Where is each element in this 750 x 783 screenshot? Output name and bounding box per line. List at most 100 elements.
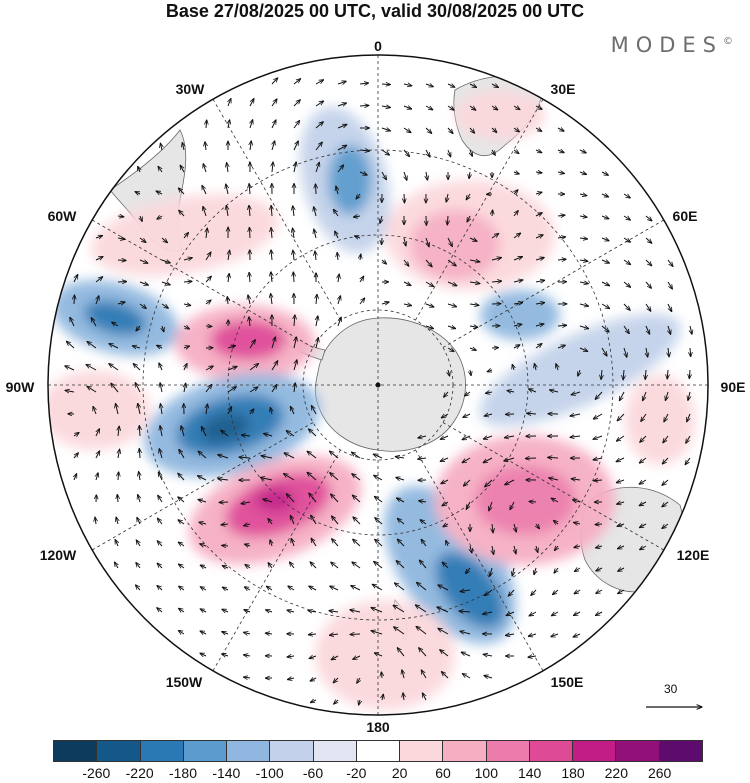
wind-arrow (619, 391, 625, 401)
wind-arrow (404, 171, 407, 180)
wind-arrow (140, 215, 142, 221)
wind-arrow (293, 228, 295, 239)
wind-arrow (395, 457, 405, 459)
wind-arrow (241, 502, 251, 504)
wind-arrow (425, 84, 433, 87)
lon-label-120w: 120W (40, 547, 77, 563)
wind-arrow (316, 316, 318, 327)
wind-arrow (486, 392, 493, 393)
wind-arrow (460, 631, 471, 634)
wind-arrow (508, 589, 515, 596)
wind-arrow (293, 272, 294, 283)
wind-arrow (290, 406, 295, 415)
wind-arrow (446, 541, 448, 547)
wind-arrow (551, 634, 559, 637)
wind-arrow (350, 610, 361, 612)
wind-arrow (360, 276, 364, 283)
wind-arrow (557, 150, 564, 153)
wind-arrow (601, 238, 609, 241)
wind-arrow (579, 238, 588, 239)
wind-arrow (557, 237, 566, 238)
wind-arrow (505, 479, 515, 485)
wind-arrow (178, 631, 185, 635)
wind-arrow (117, 238, 125, 239)
wind-arrow (594, 480, 603, 481)
wind-arrow (534, 364, 536, 371)
wind-arrow (198, 500, 207, 503)
wind-arrow (550, 390, 559, 392)
wind-arrow (579, 348, 588, 351)
wind-arrow (459, 611, 471, 612)
wind-arrow (183, 304, 191, 306)
wind-arrow (221, 524, 229, 525)
wind-arrow (244, 677, 251, 678)
wind-arrow (425, 105, 433, 110)
wind-arrow (484, 414, 493, 416)
wind-arrow (132, 346, 141, 348)
wind-arrow (601, 172, 608, 175)
wind-arrow (375, 539, 383, 547)
wind-arrow (618, 590, 625, 594)
wind-arrow (309, 429, 317, 437)
wind-arrow (182, 143, 184, 151)
wind-arrow (514, 545, 516, 554)
wind-arrow (293, 121, 300, 129)
wind-arrow (333, 677, 339, 683)
wind-arrow (640, 435, 647, 442)
wind-arrow (441, 672, 449, 679)
wind-arrow (535, 172, 542, 173)
wind-arrow (271, 250, 272, 261)
wind-arrow (421, 539, 427, 547)
wind-arrow (200, 653, 207, 656)
wind-arrow (338, 274, 339, 283)
wind-arrow (222, 587, 229, 590)
wind-arrow (158, 166, 162, 173)
wind-arrow (579, 326, 589, 329)
wind-arrow (248, 295, 250, 305)
wind-arrow (266, 610, 273, 612)
wind-arrow (491, 234, 499, 239)
wind-arrow (485, 589, 493, 596)
wind-arrow (447, 304, 457, 307)
wind-arrow (337, 124, 347, 129)
wind-arrow (422, 693, 426, 701)
wind-arrow (535, 213, 542, 216)
wind-arrow (417, 582, 427, 591)
wind-arrow (513, 324, 522, 326)
wind-arrow (162, 325, 164, 332)
wind-arrow (440, 650, 449, 657)
wind-arrow (573, 500, 581, 502)
wind-arrow (483, 612, 493, 614)
wind-arrow (686, 435, 691, 443)
wind-arrow (181, 426, 184, 437)
wind-arrow (249, 387, 258, 393)
wind-arrow (179, 608, 185, 612)
wind-arrow (138, 166, 140, 173)
wind-arrow (157, 541, 163, 547)
wind-arrow (645, 325, 650, 334)
wind-arrow (264, 434, 273, 437)
wind-arrow (510, 501, 515, 510)
wind-arrow (308, 611, 317, 613)
wind-arrow (330, 586, 339, 591)
wind-arrow (623, 281, 631, 287)
wind-arrow (485, 479, 493, 487)
wind-arrow (70, 317, 75, 327)
wind-arrow (200, 587, 207, 590)
wind-arrow (337, 253, 338, 261)
colorbar-swatch (97, 741, 141, 761)
wind-arrow (601, 260, 609, 263)
colorbar-swatch (486, 741, 530, 761)
wind-arrow (574, 568, 581, 572)
wind-arrow (419, 501, 427, 502)
wind-arrow (513, 211, 518, 217)
wind-arrow (245, 565, 251, 569)
wind-arrow (662, 479, 669, 485)
wind-arrow (139, 472, 140, 481)
wind-arrow (249, 317, 250, 327)
wind-arrow (228, 99, 231, 107)
wind-arrow (513, 106, 520, 110)
wind-arrow (219, 502, 229, 503)
wind-arrow (228, 274, 229, 283)
